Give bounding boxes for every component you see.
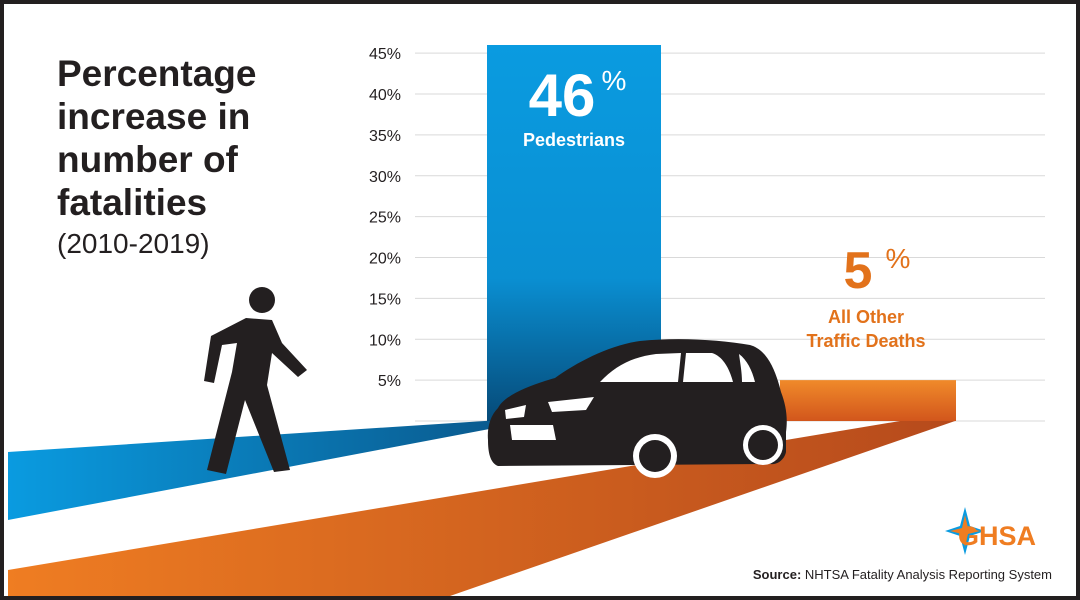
road-stripe-blue bbox=[8, 420, 500, 520]
data-label-unit: % bbox=[886, 243, 911, 274]
y-tick-label: 25% bbox=[369, 210, 401, 227]
bar-labels: 46 % Pedestrians 5 % All Other Traffic Deaths bbox=[523, 62, 926, 351]
y-tick-label: 20% bbox=[369, 251, 401, 268]
y-tick-label: 15% bbox=[369, 291, 401, 308]
chart-subtitle: (2010-2019) bbox=[57, 228, 210, 259]
data-label-unit: % bbox=[602, 65, 627, 96]
y-tick-label: 30% bbox=[369, 169, 401, 186]
ghsa-logo: GHSA bbox=[958, 521, 1036, 551]
data-label-value: 46 bbox=[529, 62, 596, 129]
car-icon bbox=[487, 339, 787, 478]
y-tick-label: 35% bbox=[369, 128, 401, 145]
road-stripe-orange bbox=[8, 421, 955, 596]
category-label: All Other Traffic Deaths bbox=[806, 307, 925, 351]
y-tick-label: 40% bbox=[369, 87, 401, 104]
source-note: Source: NHTSA Fatality Analysis Reportin… bbox=[753, 567, 1052, 582]
y-tick-label: 45% bbox=[369, 46, 401, 63]
chart-title: Percentage increase in number of fatalit… bbox=[57, 53, 257, 223]
y-axis-ticks: 5% 10% 15% 20% 25% 30% 35% 40% 45% bbox=[369, 46, 401, 390]
source-label: Source: bbox=[752, 567, 802, 582]
data-label-value: 5 bbox=[844, 242, 873, 300]
source-text: NHTSA Fatality Analysis Reporting System bbox=[804, 567, 1052, 582]
walking-person-icon bbox=[204, 287, 307, 474]
category-label: Pedestrians bbox=[523, 130, 625, 150]
y-tick-label: 10% bbox=[369, 332, 401, 349]
y-tick-label: 5% bbox=[378, 373, 401, 390]
compass-star-icon bbox=[945, 507, 985, 555]
bar-all-other bbox=[780, 380, 956, 421]
